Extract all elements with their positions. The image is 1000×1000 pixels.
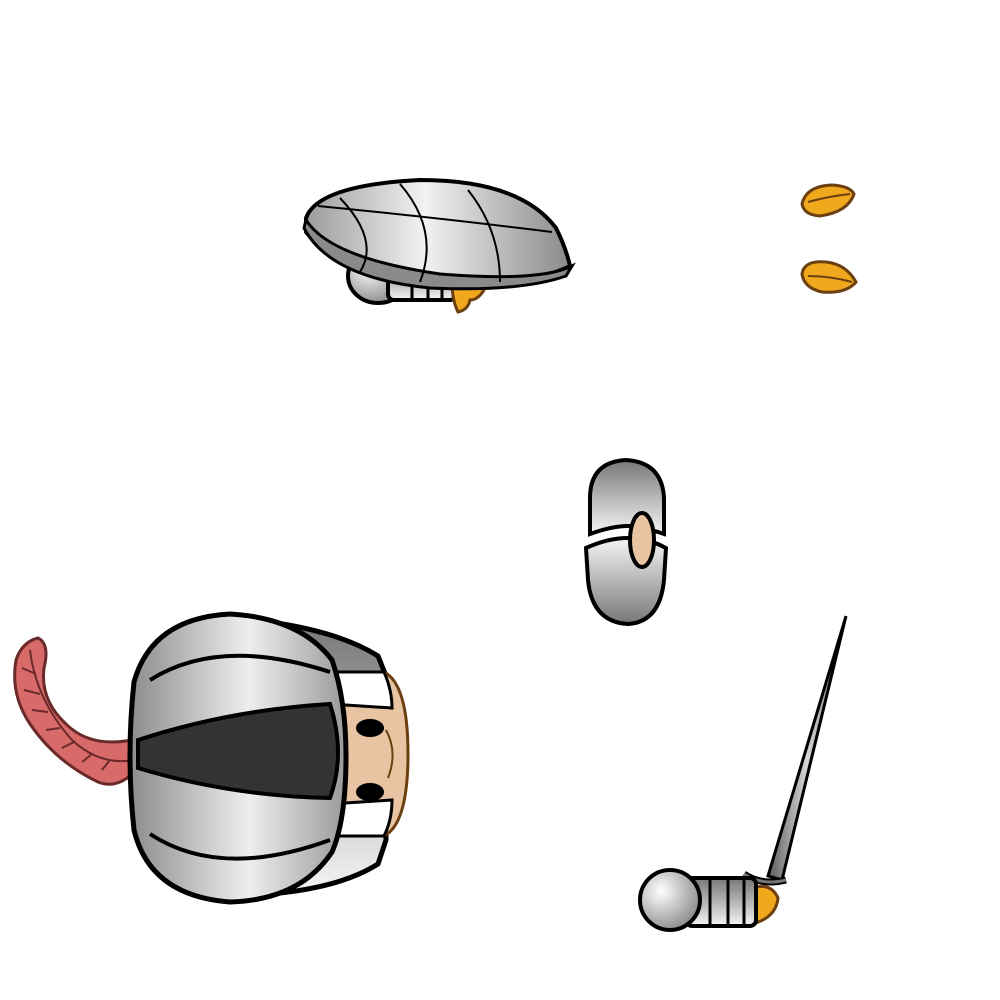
feet-icon: [800, 183, 858, 294]
torso-icon: [583, 457, 669, 627]
helmet-head-icon: [13, 611, 410, 905]
sword-arm-icon: [638, 615, 848, 932]
shield-arm-icon: [302, 177, 576, 314]
